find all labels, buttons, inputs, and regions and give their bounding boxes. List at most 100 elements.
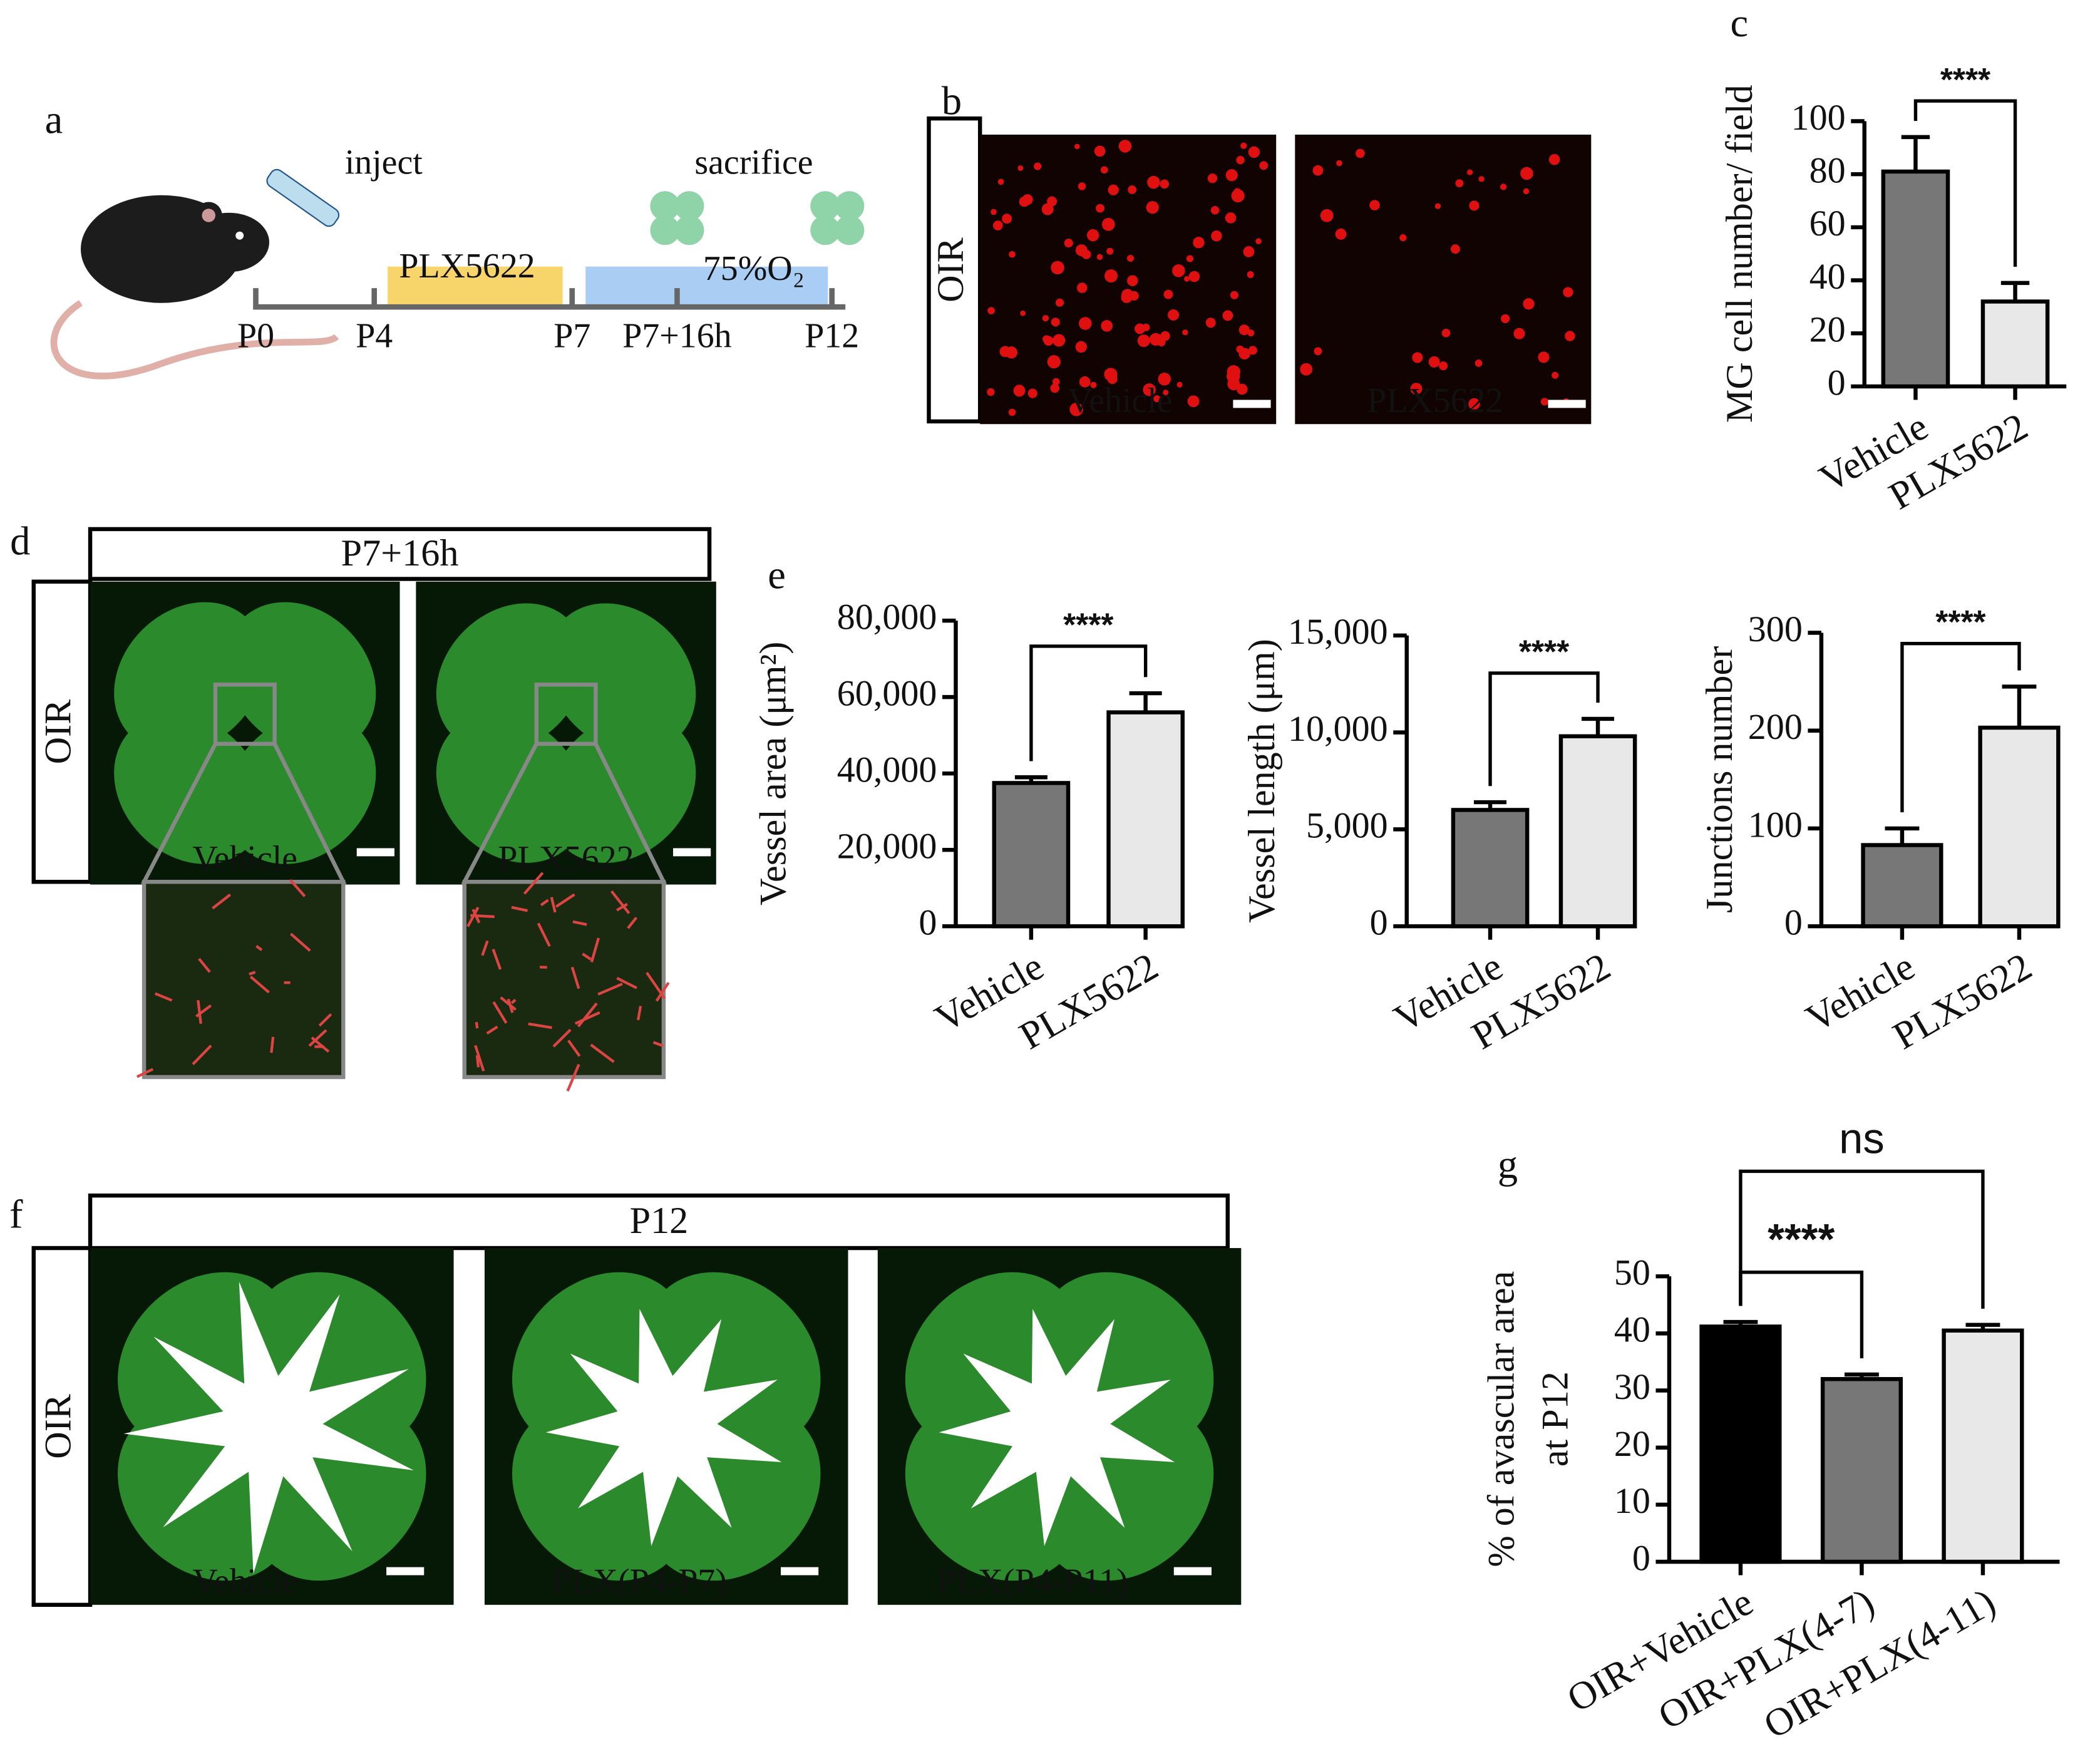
cell-dot <box>1501 314 1510 323</box>
significance-bracket <box>1488 671 1600 787</box>
panel-label: d <box>10 519 30 564</box>
vessel-trace <box>616 976 637 989</box>
cell-dot <box>1008 408 1016 416</box>
panel-label: a <box>45 98 63 142</box>
vessel-trace <box>510 999 517 1004</box>
cell-dot <box>1184 276 1190 282</box>
avascular-area <box>939 1309 1175 1547</box>
significance-label: **** <box>1935 604 1986 640</box>
vessel-trace <box>466 906 480 927</box>
vessel-trace <box>567 1040 581 1057</box>
vessel-trace <box>655 982 670 1002</box>
bar <box>1699 1324 1782 1564</box>
vessel-trace <box>318 1013 332 1027</box>
vessel-trace <box>590 1043 615 1063</box>
bar <box>1106 710 1185 929</box>
vessel-trace <box>582 952 592 961</box>
y-tick-label: 10,000 <box>1288 708 1388 749</box>
vessel-trace <box>616 902 628 912</box>
cell-dot <box>1243 246 1255 257</box>
cell-dot <box>991 209 997 215</box>
zoom-box <box>213 683 277 746</box>
zoom-box <box>534 683 598 746</box>
panel-label: c <box>1730 1 1748 45</box>
timepoint-label: P7 <box>553 317 590 356</box>
cell-dot <box>1450 244 1460 254</box>
cell-dot <box>1520 167 1533 180</box>
drug-bar <box>388 266 563 304</box>
cell-dot <box>1163 389 1169 396</box>
y-tick-label: 40,000 <box>837 749 937 790</box>
cell-dot <box>1207 173 1218 183</box>
cell-dot <box>1428 356 1440 368</box>
cell-dot <box>1101 320 1113 332</box>
timepoint-label: P0 <box>237 317 274 356</box>
cell-dot <box>1005 346 1018 359</box>
cell-dot <box>1205 317 1216 328</box>
bar <box>992 781 1071 929</box>
cell-dot <box>1147 175 1160 189</box>
vessel-trace <box>492 949 502 970</box>
vessel-trace <box>550 897 557 913</box>
cell-dot <box>1552 371 1559 379</box>
y-tick-label: 0 <box>1632 1537 1650 1578</box>
significance-label: **** <box>1768 1215 1835 1264</box>
image-label: PLX5622 <box>1367 381 1503 420</box>
cell-dot <box>1081 249 1091 259</box>
clover-icons <box>650 191 865 245</box>
cell-dot <box>1222 310 1233 321</box>
side-label: OIR <box>38 699 80 765</box>
side-label-box <box>31 1246 93 1607</box>
y-tick-label: 60 <box>1809 203 1846 244</box>
vessel-trace <box>308 1029 327 1047</box>
avascular-area <box>123 1281 414 1574</box>
vessel-trace <box>249 971 256 976</box>
vessel-trace <box>154 992 173 1002</box>
cell-dot <box>1478 176 1485 182</box>
cell-dot <box>1356 148 1365 158</box>
cell-dot <box>1077 282 1088 293</box>
scale-bar <box>386 1567 425 1576</box>
cell-dot <box>1002 214 1012 224</box>
y-tick-label: 20 <box>1809 309 1846 350</box>
cell-dot <box>1186 255 1194 262</box>
cell-dot <box>1127 275 1138 286</box>
y-tick-label: 40 <box>1614 1309 1650 1350</box>
cell-dot <box>1090 381 1097 388</box>
cell-dot <box>1042 315 1049 322</box>
cell-dot <box>1172 264 1185 277</box>
y-axis-label: Vessel area (μm²) <box>752 642 794 905</box>
vessel-trace <box>610 890 631 914</box>
scale-bar <box>1233 400 1271 408</box>
significance-label: **** <box>1063 607 1114 643</box>
cell-dot <box>1312 165 1324 176</box>
scale-bar <box>673 848 711 857</box>
timepoint-label: P4 <box>356 317 393 356</box>
cell-dot <box>1041 203 1054 215</box>
vessel-trace <box>555 893 575 908</box>
scale-bar <box>1173 1567 1212 1576</box>
cell-dot <box>1468 398 1480 410</box>
y-tick-label: 15,000 <box>1288 611 1388 652</box>
cell-dot <box>1100 166 1108 174</box>
image-label: PLX(P4-P11) <box>937 1562 1128 1601</box>
cell-dot <box>1101 218 1115 231</box>
cell-dot <box>1247 271 1254 278</box>
cell-dot <box>1399 234 1407 242</box>
y-tick-label: 300 <box>1748 609 1803 649</box>
y-axis-label: Vessel length (μm) <box>1241 639 1283 922</box>
cell-dot <box>1441 329 1451 338</box>
cell-dot <box>1051 317 1060 327</box>
cell-dot <box>1094 145 1106 157</box>
vessel-trace <box>590 937 600 962</box>
cell-dot <box>1238 324 1250 336</box>
scale-bar <box>1548 400 1586 408</box>
cell-dot <box>1412 352 1423 363</box>
mouse-illustration <box>50 168 340 379</box>
cell-dot <box>1158 373 1171 386</box>
panel-label: g <box>1498 1142 1518 1187</box>
vessel-trace <box>290 932 311 952</box>
header-box <box>88 527 712 581</box>
cell-dot <box>1255 238 1262 245</box>
cell-dot <box>1475 359 1483 367</box>
